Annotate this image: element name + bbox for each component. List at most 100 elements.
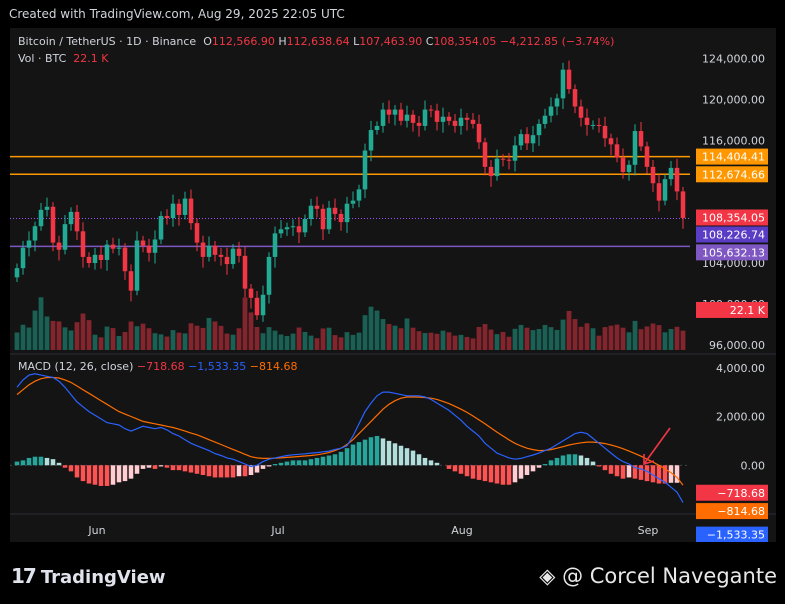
- macd-line-value: −1,533.35: [188, 360, 247, 373]
- volume-bar: [488, 329, 494, 350]
- volume-bar: [566, 310, 572, 350]
- macd-histogram-bar: [242, 465, 248, 477]
- top-bar: Created with TradingView.com, Aug 29, 20…: [0, 0, 785, 28]
- candle: [140, 240, 146, 246]
- low-value: 107,463.90: [359, 35, 423, 48]
- macd-histogram-bar: [80, 465, 86, 482]
- volume-bar: [530, 330, 536, 350]
- candle: [626, 164, 632, 172]
- candle: [32, 226, 38, 241]
- macd-histogram-bar: [56, 462, 62, 466]
- macd-histogram-bar: [512, 465, 518, 483]
- candle: [410, 114, 416, 123]
- candle: [188, 198, 194, 224]
- macd-histogram-bar: [674, 465, 680, 483]
- candle: [68, 211, 74, 225]
- macd-histogram-bar: [506, 465, 512, 485]
- candle: [566, 69, 572, 90]
- chart-frame[interactable]: 124,000.00 120,000.00 116,000.00 104,000.00…: [10, 28, 776, 543]
- volume-bar: [344, 332, 350, 350]
- candle: [176, 203, 182, 215]
- volume-bar: [374, 310, 380, 350]
- volume-bar: [122, 331, 128, 350]
- macd-histogram-bar: [554, 457, 560, 466]
- volume-bar: [44, 316, 50, 350]
- tradingview-brand: TradingView: [40, 567, 166, 588]
- macd-histogram-bar: [446, 465, 452, 469]
- candle: [302, 219, 308, 233]
- volume-bar: [224, 333, 230, 350]
- macd-histogram-bar: [542, 464, 548, 466]
- macd-histogram-bar: [476, 465, 482, 480]
- volume-bar: [32, 310, 38, 350]
- volume-bar: [326, 327, 332, 350]
- close-value: 108,354.05: [433, 35, 497, 48]
- macd-histogram-bar: [224, 465, 230, 478]
- macd-histogram-bar: [200, 465, 206, 475]
- macd-hist-tag: −718.68: [717, 487, 765, 500]
- candle: [446, 116, 452, 121]
- candle: [386, 109, 392, 115]
- volume-bar: [266, 327, 272, 350]
- candle: [284, 227, 290, 230]
- candle: [536, 123, 542, 136]
- volume-bar: [206, 317, 212, 350]
- macd-histogram-bar: [278, 462, 284, 466]
- macd-histogram-bar: [290, 460, 296, 466]
- volume-bar: [14, 332, 20, 350]
- candle: [458, 117, 464, 126]
- volume-bar: [26, 327, 32, 350]
- macd-histogram-bar: [632, 465, 638, 479]
- volume-bar: [98, 337, 104, 350]
- volume-bar: [398, 328, 404, 350]
- volume-bar: [554, 329, 560, 350]
- candle: [164, 215, 170, 219]
- volume-bar: [392, 325, 398, 350]
- volume-bar: [428, 332, 434, 350]
- volume-legend: Vol · BTC 22.1 K: [18, 52, 108, 65]
- macd-histogram-bar: [320, 456, 326, 466]
- macd-histogram-bar: [128, 465, 134, 479]
- candle: [416, 122, 422, 126]
- volume-bar: [584, 323, 590, 350]
- volume-bar: [176, 332, 182, 350]
- tradingview-logo[interactable]: 𝟭𝟳 TradingView: [11, 564, 166, 588]
- level-price-tag-box: [696, 166, 768, 183]
- level-price-tag: 114,404.41: [702, 151, 765, 164]
- candle: [122, 247, 128, 272]
- candle: [134, 240, 140, 291]
- volume-bar: [200, 327, 206, 350]
- macd-histogram-bar: [176, 465, 182, 471]
- macd-histogram-bar: [350, 444, 356, 466]
- volume-bar: [542, 324, 548, 350]
- y-axis-labels: 124,000.00120,000.00116,000.00104,000.00…: [702, 52, 765, 472]
- candle: [524, 134, 530, 144]
- price-tick-label: 120,000.00: [702, 93, 765, 106]
- macd-histogram-bar: [386, 440, 392, 466]
- candle: [116, 247, 122, 249]
- volume-bar: [632, 320, 638, 350]
- macd-histogram: [14, 436, 680, 486]
- macd-histogram-bar: [464, 465, 470, 477]
- candle: [638, 131, 644, 147]
- candle: [578, 106, 584, 118]
- volume-bar: [152, 333, 158, 350]
- candle: [182, 198, 188, 215]
- grid: [10, 353, 776, 515]
- arrow-shaft: [643, 427, 671, 465]
- candle: [194, 223, 200, 243]
- macd-histogram-bar: [272, 464, 278, 466]
- candle: [452, 120, 458, 126]
- candle: [572, 89, 578, 107]
- candle: [506, 159, 512, 161]
- candle: [254, 297, 260, 316]
- macd-histogram-bar: [26, 457, 32, 466]
- price-chart[interactable]: 124,000.00120,000.00116,000.00104,000.00…: [10, 28, 776, 543]
- macd-histogram-bar: [344, 448, 350, 466]
- macd-histogram-bar: [470, 465, 476, 479]
- macd-histogram-bar: [596, 465, 602, 467]
- volume-bar: [68, 330, 74, 350]
- candle: [350, 200, 356, 204]
- volume-bar: [680, 330, 686, 350]
- volume-bar: [518, 324, 524, 350]
